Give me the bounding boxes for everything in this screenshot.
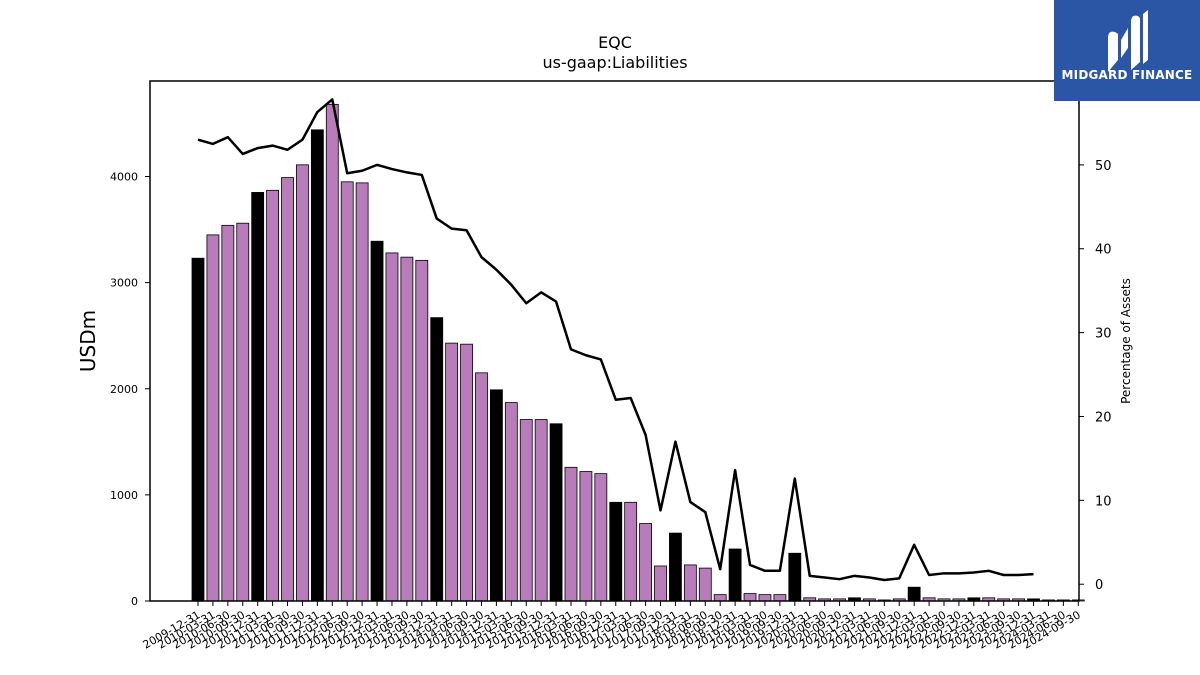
plot-frame [149,80,1080,602]
bar [669,532,682,602]
bar [728,548,742,602]
bar [594,473,608,602]
midgard-finance-logo: MIDGARD FINANCE [1054,0,1200,101]
y-tick-label: 2000 [110,383,138,396]
bar [400,256,414,602]
bar [310,129,324,602]
chart-title: EQC [598,33,632,52]
y2-tick-label: 0 [1095,578,1103,593]
bar [251,192,265,602]
bar [713,594,727,602]
bar [325,103,339,602]
y2-tick-label: 10 [1095,494,1112,509]
x-axis: 2009-12-312010-03-312010-06-302010-09-30… [141,601,1083,652]
y2-tick-label: 20 [1095,410,1112,425]
bar [385,252,399,602]
bar [266,189,280,602]
percentage-line [197,98,1034,582]
bar [296,164,309,602]
bar [281,177,294,602]
left-axis: 0 1000 2000 3000 4000 [110,171,150,608]
y-tick-label: 3000 [110,277,138,290]
bar [206,234,220,602]
bar [654,565,667,602]
y2-tick-label: 40 [1095,243,1112,258]
line-series [197,98,1034,582]
bar [683,564,697,602]
bar [907,586,921,602]
bar [504,402,518,602]
bar [430,317,444,602]
bar [758,594,772,602]
bar [355,182,369,602]
bar [236,222,250,602]
bar [191,257,205,602]
bar [370,240,384,602]
bar [460,343,473,602]
bar [475,372,488,602]
bar [698,567,712,602]
bar [534,419,548,602]
bar [788,552,802,602]
right-axis: 0 10 20 30 40 50 [1079,159,1112,593]
y-axis-label: USDm [76,310,100,372]
bar [415,259,429,602]
bar [221,224,235,602]
bar [519,419,533,602]
bar [609,501,623,602]
y2-axis-label: Percentage of Assets [1119,278,1133,404]
bar [489,389,503,602]
bar [445,342,459,602]
logo-mark-icon [1108,10,1148,73]
bar [624,501,638,602]
bar [639,523,652,602]
bar [340,181,354,602]
bar [579,471,593,602]
bar [773,594,787,602]
bar [743,593,757,602]
chart-subtitle: us-gaap:Liabilities [542,53,687,72]
y2-tick-label: 30 [1095,327,1112,342]
y-tick-label: 4000 [110,171,138,184]
bar [549,423,563,602]
y-tick-label: 0 [131,595,138,608]
bar-series [191,103,1085,602]
y2-tick-label: 50 [1095,159,1112,174]
logo-text: MIDGARD FINANCE [1061,68,1193,82]
y-tick-label: 1000 [110,489,138,502]
bar [564,466,578,602]
